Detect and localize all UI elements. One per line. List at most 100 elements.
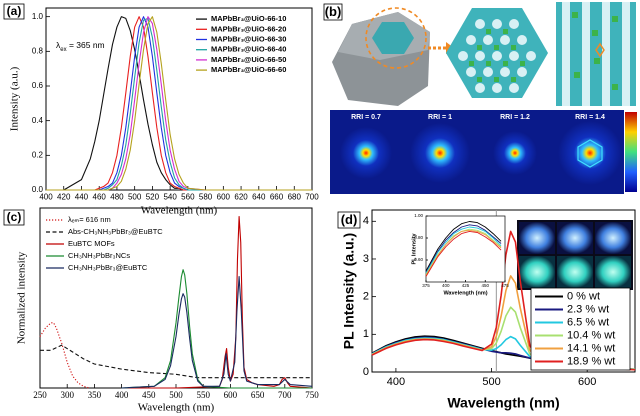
series-line (425, 226, 502, 274)
y-tick-label: 0.80 (414, 235, 423, 240)
series-line (46, 16, 312, 191)
y-tick-label: 3 (363, 253, 369, 265)
x-tick-label: 660 (270, 192, 284, 201)
legend-label: λₑₘ= 616 nm (68, 215, 111, 224)
series-line (40, 344, 312, 379)
panel-b: (b) (323, 2, 637, 194)
x-tick-label: 640 (252, 192, 266, 201)
legend-label: 14.1 % wt (567, 342, 615, 354)
series-line (425, 229, 502, 276)
x-tick-label: 680 (288, 192, 302, 201)
panel-label: (b) (325, 4, 342, 19)
legend-label: MAPbBr₃@UiO-66-20 (211, 24, 286, 33)
x-tick-label: 500 (169, 390, 183, 400)
x-tick-label: 350 (88, 390, 102, 400)
simulation-label: RRI = 1.4 (575, 114, 605, 121)
simulation-label: RRI = 0.7 (351, 114, 381, 121)
panel-label-box (323, 3, 343, 21)
x-tick-label: 540 (163, 192, 177, 201)
x-tick-label: 420 (57, 192, 71, 201)
colorbar (625, 112, 637, 192)
legend-label: 10.4 % wt (567, 329, 615, 341)
panel-label-box (3, 3, 25, 20)
legend-label: EuBTC MOFs (68, 239, 115, 248)
x-tick-label: 650 (251, 390, 265, 400)
legend-label: 6.5 % wt (567, 316, 609, 328)
y-tick-label: 0.0 (32, 185, 44, 194)
legend-label: CH₃NH₃PbBr₃NCs (68, 251, 130, 260)
plot-frame (45, 7, 313, 191)
legend-label: 18.9 % wt (567, 355, 615, 367)
series-line (425, 230, 502, 277)
x-tick-label: 500 (128, 192, 142, 201)
x-tick-label: 620 (234, 192, 248, 201)
annotation: λex = 365 nm (56, 40, 105, 52)
x-tick-label: 450 (481, 283, 489, 288)
panel-label: (d) (341, 212, 358, 227)
x-tick-label: 580 (199, 192, 213, 201)
legend-label: MAPbBr₃@UiO-66-10 (211, 14, 286, 23)
x-tick-label: 600 (217, 192, 231, 201)
x-tick-label: 400 (39, 192, 53, 201)
x-tick-label: 750 (305, 390, 319, 400)
y-tick-label: 0.8 (32, 46, 44, 55)
y-axis-label: Intensity (a.u.) (9, 66, 21, 131)
photo (519, 256, 555, 288)
x-tick-label: 450 (142, 390, 156, 400)
light-marker (595, 42, 605, 58)
photo (595, 256, 631, 288)
x-axis-label: Wavelength (nm) (447, 395, 559, 411)
panel-label: (c) (7, 210, 22, 224)
x-tick-label: 500 (482, 376, 500, 388)
x-tick-label: 425 (462, 283, 470, 288)
x-tick-label: 480 (110, 192, 124, 201)
series-line (425, 221, 502, 272)
y-axis-label: PL Intensity (a.u.) (341, 233, 357, 349)
y-tick-label: 0 (363, 366, 369, 378)
series-line (121, 216, 313, 389)
legend-label: 2.3 % wt (567, 303, 609, 315)
annotation-subscript: ex (60, 47, 66, 53)
panel-label: (a) (7, 4, 22, 18)
photo (595, 222, 631, 254)
pores (458, 19, 536, 93)
inset-y-label: PL Intensity (411, 233, 417, 265)
annotation-text: = 365 nm (67, 40, 105, 50)
x-tick-label: 460 (93, 192, 107, 201)
y-tick-label: 4 (363, 215, 369, 227)
x-axis-label: Wavelength (nm) (141, 205, 218, 217)
y-tick-label: 2 (363, 291, 369, 303)
y-tick-label: 1.0 (32, 12, 44, 21)
photo (519, 222, 555, 254)
series-line (425, 224, 502, 273)
x-tick-label: 300 (60, 390, 74, 400)
inset-x-label: Wavelength (nm) (443, 290, 487, 296)
nanocrystals (469, 29, 525, 82)
simulation (493, 131, 537, 175)
x-tick-label: 475 (501, 283, 509, 288)
x-tick-label: 400 (387, 376, 405, 388)
channel-crystals (572, 12, 618, 90)
y-tick-label: 0.2 (32, 150, 44, 159)
pore-window (372, 22, 414, 54)
series-line (39, 322, 90, 389)
simulation (410, 123, 470, 183)
legend-label: MAPbBr₃@UiO-66-30 (211, 34, 286, 43)
x-tick-label: 250 (33, 390, 47, 400)
legend-label: CH₃NH₃PbBr₃@EuBTC (68, 263, 148, 272)
channels (562, 2, 630, 106)
y-tick-label: 0.6 (32, 81, 44, 90)
simulation (558, 121, 622, 185)
zoom-circle (365, 7, 427, 69)
photo (557, 256, 593, 288)
legend-frame (530, 287, 631, 371)
y-tick-label: 0.4 (32, 116, 44, 125)
legend-label: 0 % wt (567, 290, 600, 302)
x-tick-label: 600 (578, 376, 596, 388)
hexagonal-pattern (577, 139, 603, 168)
x-tick-label: 400 (115, 390, 129, 400)
y-tick-label: 1.00 (414, 213, 423, 218)
x-axis-label: Wavelength (nm) (138, 402, 215, 414)
x-tick-label: 550 (196, 390, 210, 400)
